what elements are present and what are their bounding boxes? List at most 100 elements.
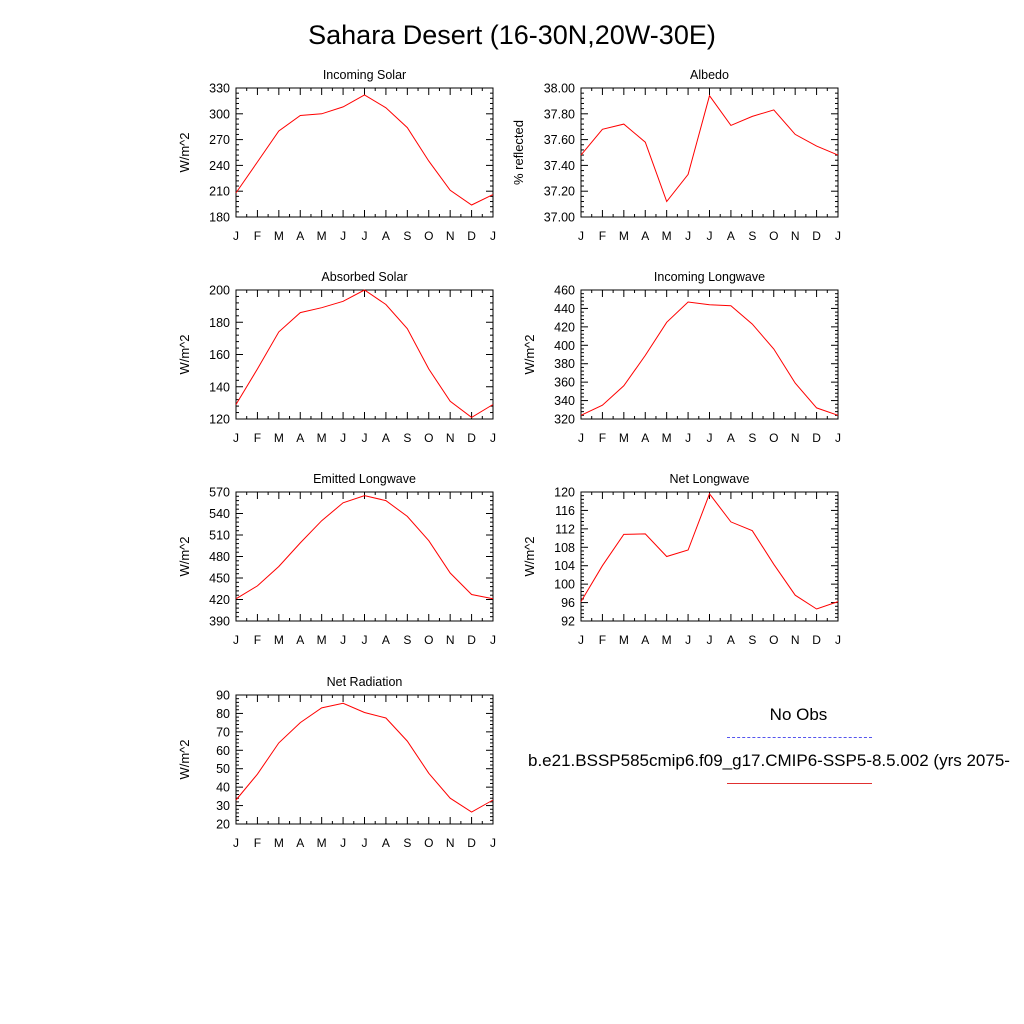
panel-title: Albedo (690, 68, 729, 82)
x-tick-label: D (812, 633, 821, 647)
x-tick-label: A (727, 431, 735, 445)
x-tick-label: J (340, 633, 346, 647)
y-tick-label: 20 (216, 818, 230, 832)
x-tick-label: D (467, 633, 476, 647)
x-tick-label: J (362, 633, 368, 647)
chart-panel-2: J F M A M J J A S O N D J37.0037.2037.4037.6037.8038… (511, 68, 841, 243)
series-line (580, 301, 839, 416)
x-tick-label: D (812, 229, 821, 243)
x-tick-label: O (424, 633, 433, 647)
y-tick-label: 330 (209, 82, 230, 96)
x-tick-label: M (317, 836, 327, 850)
x-tick-label: M (619, 229, 629, 243)
x-tick-label: S (403, 836, 411, 850)
y-tick-label: 100 (554, 578, 575, 592)
y-tick-label: 116 (555, 504, 575, 518)
x-tick-label: A (296, 431, 304, 445)
x-tick-label: S (403, 431, 411, 445)
y-tick-label: 420 (554, 320, 575, 334)
y-tick-label: 180 (209, 316, 230, 330)
x-tick-label: O (769, 633, 778, 647)
y-tick-label: 70 (216, 725, 230, 739)
plot-frame (580, 289, 839, 420)
x-tick-label: J (362, 836, 368, 850)
x-tick-label: J (707, 633, 713, 647)
page-title: Sahara Desert (16-30N,20W-30E) (308, 20, 716, 50)
y-tick-label: 38.00 (544, 82, 575, 96)
x-tick-label: F (599, 431, 606, 445)
y-tick-label: 92 (561, 615, 575, 629)
y-tick-label: 570 (209, 486, 230, 500)
y-tick-label: 40 (216, 781, 230, 795)
y-tick-label: 140 (209, 380, 230, 394)
series-line (580, 492, 839, 610)
x-tick-label: M (274, 633, 284, 647)
y-tick-label: 108 (554, 541, 575, 555)
y-tick-label: 510 (209, 529, 230, 543)
y-tick-label: 37.60 (544, 133, 575, 147)
y-tick-label: 360 (554, 376, 575, 390)
x-tick-label: F (254, 229, 261, 243)
x-tick-label: O (424, 229, 433, 243)
x-tick-label: D (467, 836, 476, 850)
x-tick-label: J (835, 229, 841, 243)
chart-panel-5: J F M A M J J A S O N D J390420450480510540570Emitte… (177, 472, 496, 647)
x-tick-label: A (727, 633, 735, 647)
x-tick-label: M (619, 431, 629, 445)
x-tick-label: A (727, 229, 735, 243)
x-tick-label: D (467, 431, 476, 445)
y-tick-label: 60 (216, 744, 230, 758)
x-tick-label: J (685, 633, 691, 647)
y-tick-label: 380 (554, 357, 575, 371)
x-tick-label: J (835, 633, 841, 647)
x-tick-label: J (707, 431, 713, 445)
y-tick-label: 37.40 (544, 159, 575, 173)
y-tick-label: 540 (209, 507, 230, 521)
y-tick-label: 96 (561, 596, 575, 610)
x-tick-label: J (340, 836, 346, 850)
y-axis-label: W/m^2 (177, 334, 192, 374)
x-tick-label: M (274, 229, 284, 243)
y-tick-label: 480 (209, 550, 230, 564)
y-tick-label: 320 (554, 413, 575, 427)
y-tick-label: 120 (209, 413, 230, 427)
y-tick-label: 112 (555, 522, 575, 536)
y-tick-label: 270 (209, 133, 230, 147)
series-line (235, 94, 494, 206)
x-tick-label: N (791, 431, 800, 445)
y-tick-label: 300 (209, 107, 230, 121)
x-tick-label: S (748, 229, 756, 243)
y-tick-label: 440 (554, 302, 575, 316)
panel-title: Incoming Longwave (654, 270, 765, 284)
plot-frame (235, 694, 494, 825)
x-tick-label: S (748, 431, 756, 445)
chart-panel-1: J F M A M J J A S O N D J180210240270300330Incoming … (177, 68, 496, 243)
y-tick-label: 104 (554, 559, 575, 573)
y-axis-label: W/m^2 (522, 536, 537, 576)
x-tick-label: J (490, 633, 496, 647)
x-tick-label: A (641, 633, 649, 647)
x-tick-label: J (490, 229, 496, 243)
x-tick-label: J (578, 229, 584, 243)
y-axis-label: W/m^2 (177, 132, 192, 172)
x-tick-label: F (254, 836, 261, 850)
x-tick-label: J (578, 633, 584, 647)
x-tick-label: A (382, 836, 390, 850)
y-axis-label: W/m^2 (177, 536, 192, 576)
x-tick-label: N (446, 431, 455, 445)
x-tick-label: A (296, 633, 304, 647)
y-axis-label: % reflected (511, 120, 526, 185)
y-tick-label: 90 (216, 689, 230, 703)
x-tick-label: S (403, 633, 411, 647)
x-tick-label: D (812, 431, 821, 445)
x-tick-label: J (835, 431, 841, 445)
x-tick-label: J (340, 229, 346, 243)
y-axis-label: W/m^2 (522, 334, 537, 374)
legend-obs-label: No Obs (769, 705, 828, 724)
x-tick-label: A (296, 229, 304, 243)
series-line (235, 289, 494, 419)
x-tick-label: O (769, 229, 778, 243)
x-tick-label: J (490, 431, 496, 445)
